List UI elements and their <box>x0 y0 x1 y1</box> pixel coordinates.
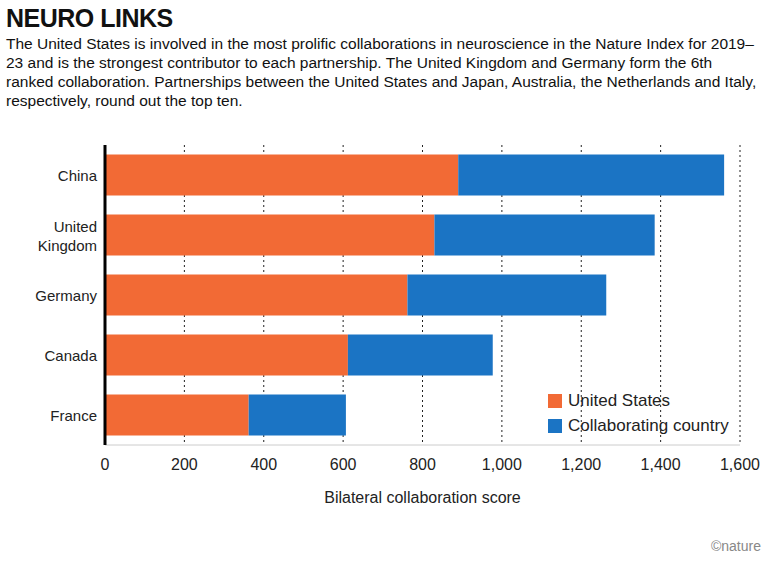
svg-text:Canada: Canada <box>44 347 97 364</box>
html-text:United States: United States <box>568 390 671 410</box>
svg-text:1,200: 1,200 <box>561 456 601 473</box>
html-text:NEURO LINKS: NEURO LINKS <box>6 4 173 32</box>
svg-text:0: 0 <box>101 456 110 473</box>
svg-text:Germany: Germany <box>35 287 97 304</box>
svg-text:600: 600 <box>330 456 357 473</box>
svg-text:1,400: 1,400 <box>641 456 681 473</box>
html-text:Collaborating country: Collaborating country <box>568 415 729 435</box>
svg-text:400: 400 <box>250 456 277 473</box>
svg-text:800: 800 <box>409 456 436 473</box>
svg-text:200: 200 <box>171 456 198 473</box>
svg-text:1,600: 1,600 <box>720 456 759 473</box>
svg-text:1,000: 1,000 <box>482 456 522 473</box>
svg-text:France: France <box>50 407 97 424</box>
svg-text:Bilateral collaboration score: Bilateral collaboration score <box>324 489 521 506</box>
svg-text:UnitedKingdom: UnitedKingdom <box>38 217 97 253</box>
html-text:©nature: ©nature <box>711 538 761 554</box>
html-text:The United States is involved: The United States is involved in the mos… <box>6 35 757 109</box>
svg-text:China: China <box>58 167 98 184</box>
